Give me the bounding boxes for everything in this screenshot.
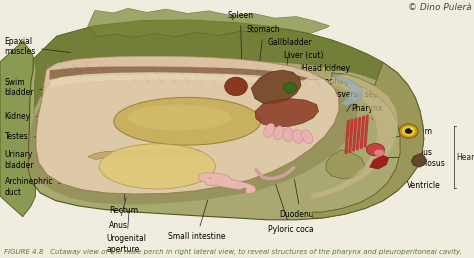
Text: © Dino Pulerà: © Dino Pulerà <box>408 3 472 12</box>
Text: Gallbladder: Gallbladder <box>268 38 312 80</box>
Text: Esophagus: Esophagus <box>317 77 358 102</box>
Polygon shape <box>88 8 329 37</box>
Ellipse shape <box>99 144 215 189</box>
Polygon shape <box>33 20 418 121</box>
Polygon shape <box>28 20 424 220</box>
Polygon shape <box>332 76 363 106</box>
Ellipse shape <box>410 128 412 130</box>
Text: Head kidney: Head kidney <box>302 64 350 95</box>
Text: Atrium: Atrium <box>392 127 433 138</box>
Ellipse shape <box>374 149 384 156</box>
Polygon shape <box>0 41 36 217</box>
Polygon shape <box>88 150 200 159</box>
Text: Small intestine: Small intestine <box>168 200 226 240</box>
Text: Duodenum: Duodenum <box>280 180 322 219</box>
Text: Anus: Anus <box>109 197 128 230</box>
Ellipse shape <box>283 82 297 93</box>
Text: FIGURE 4.8   Cutaway view of the male perch in right lateral view, to reveal str: FIGURE 4.8 Cutaway view of the male perc… <box>4 249 462 255</box>
Text: Epaxial
muscles: Epaxial muscles <box>5 37 71 56</box>
Ellipse shape <box>283 127 293 142</box>
Polygon shape <box>326 150 365 179</box>
Ellipse shape <box>399 124 418 138</box>
Ellipse shape <box>273 126 284 140</box>
Polygon shape <box>50 74 288 88</box>
Text: Bulbus
arteriosus: Bulbus arteriosus <box>389 148 446 168</box>
Polygon shape <box>370 155 389 169</box>
Ellipse shape <box>292 129 303 143</box>
Ellipse shape <box>114 97 261 145</box>
Polygon shape <box>312 62 424 218</box>
Ellipse shape <box>127 104 231 130</box>
Text: Ventricle: Ventricle <box>391 177 440 190</box>
Polygon shape <box>43 56 322 98</box>
Text: Transverse septum: Transverse septum <box>321 90 394 112</box>
Text: Liver (cut): Liver (cut) <box>284 51 324 91</box>
Text: Urinary
bladder: Urinary bladder <box>5 150 72 170</box>
Ellipse shape <box>225 77 247 96</box>
Ellipse shape <box>366 143 384 156</box>
Ellipse shape <box>405 128 412 134</box>
Polygon shape <box>251 70 301 104</box>
Text: Spleen: Spleen <box>228 11 254 63</box>
Text: Archinephric
duct: Archinephric duct <box>5 177 72 197</box>
Ellipse shape <box>264 123 275 137</box>
Polygon shape <box>49 67 308 80</box>
Polygon shape <box>36 56 339 194</box>
Polygon shape <box>255 99 319 127</box>
Text: Rectum: Rectum <box>109 187 138 215</box>
Text: Pyloric coca: Pyloric coca <box>268 184 313 234</box>
Text: Urogenital
aperture: Urogenital aperture <box>107 209 146 254</box>
Polygon shape <box>411 154 427 167</box>
Polygon shape <box>28 72 358 204</box>
Text: Stomach: Stomach <box>246 25 280 72</box>
Text: Kidney: Kidney <box>5 112 71 120</box>
Text: Pharynx: Pharynx <box>352 104 383 119</box>
Text: Swim
bladder: Swim bladder <box>5 78 71 98</box>
Polygon shape <box>310 74 398 199</box>
Text: Testes: Testes <box>5 132 72 141</box>
Ellipse shape <box>402 126 415 136</box>
Ellipse shape <box>301 130 313 144</box>
Text: Heart: Heart <box>456 153 474 162</box>
